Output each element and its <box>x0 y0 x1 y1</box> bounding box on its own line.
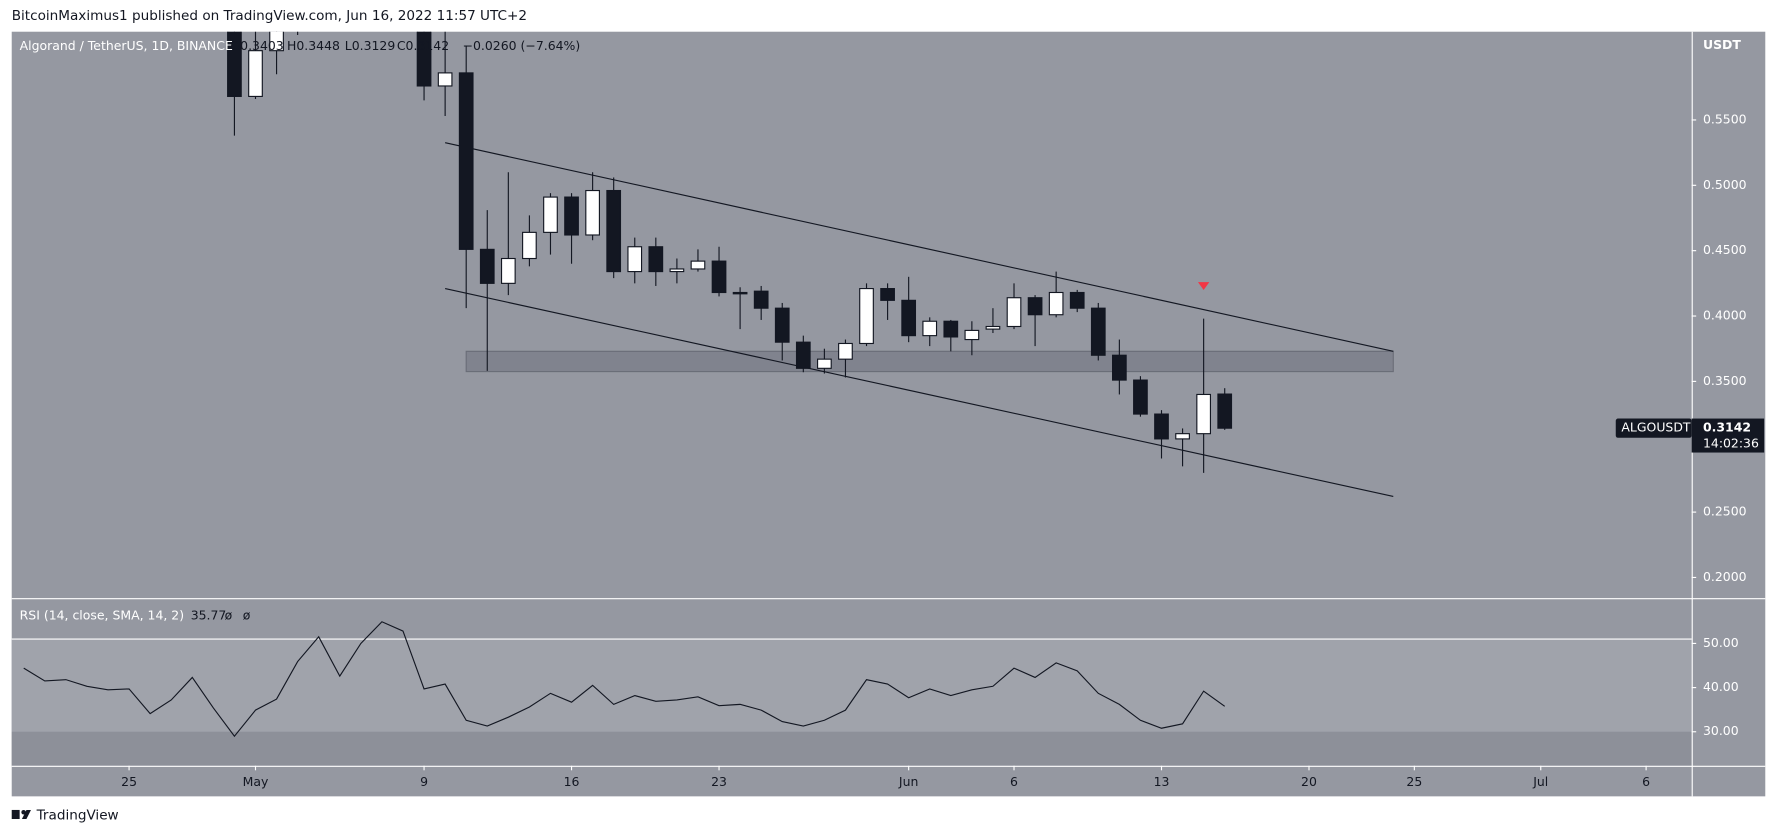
symbol-tag-label: ALGOUSDT <box>1621 420 1691 435</box>
candle-body <box>732 291 748 295</box>
x-tick-label: 6 <box>1642 774 1650 789</box>
brand: TradingView <box>11 808 119 824</box>
price-pane <box>227 31 1394 497</box>
candle-body <box>838 342 853 360</box>
ohlc-value: O0.3403 <box>230 38 283 53</box>
symbol-tag <box>1615 418 1692 438</box>
x-tick-label: Jun <box>898 774 918 789</box>
ohlc-value: L0.3129 <box>345 38 396 53</box>
candle-body <box>795 341 811 369</box>
publisher-line: BitcoinMaximus1 published on TradingView… <box>12 8 527 24</box>
trendline <box>445 288 1394 497</box>
candle-body <box>543 196 558 233</box>
x-tick-label: May <box>243 774 269 789</box>
candle-body <box>711 260 727 294</box>
candle-body <box>585 189 600 236</box>
signal-marker <box>1197 282 1210 291</box>
trendline <box>445 142 1394 352</box>
x-tick-label: 6 <box>1010 774 1018 789</box>
rsi-band <box>11 639 1692 732</box>
candle-body <box>1090 307 1106 356</box>
candle-body <box>753 290 769 309</box>
candle-body <box>437 72 453 87</box>
candle-body <box>1069 291 1085 309</box>
x-tick-label: 13 <box>1154 774 1170 789</box>
x-tick-label: Jul <box>1532 774 1548 789</box>
candle-body <box>479 248 495 284</box>
candle-body <box>901 299 917 337</box>
candle-body <box>880 288 895 301</box>
price-tag-countdown: 14:02:36 <box>1703 436 1759 451</box>
candle-body <box>1133 379 1148 415</box>
candle-body <box>1154 413 1169 440</box>
rsi-extra: ø <box>225 608 233 623</box>
x-tick-label: 23 <box>711 774 727 789</box>
candle-body <box>248 50 263 97</box>
candle-body <box>964 329 980 341</box>
y-tick-label: 50.00 <box>1703 635 1739 650</box>
x-tick-label: 25 <box>121 774 137 789</box>
rsi-extra: ø <box>243 608 251 623</box>
rsi-pane <box>23 621 1226 738</box>
y-tick-label: 0.4000 <box>1703 308 1747 323</box>
candle-body <box>943 320 959 338</box>
axis-unit: USDT <box>1703 37 1741 52</box>
price-tag <box>1691 418 1765 453</box>
candle-body <box>227 31 242 97</box>
ohlc-value: C0.3142 <box>397 38 449 53</box>
candle-body <box>606 189 622 273</box>
y-tick-label: 40.00 <box>1703 679 1739 694</box>
candle-body <box>269 31 284 52</box>
candle-body <box>859 288 874 345</box>
support-zone <box>465 350 1394 373</box>
logo <box>21 809 31 820</box>
ohlc-value: −0.0260 (−7.64%) <box>463 38 581 53</box>
y-tick-label: 0.3500 <box>1703 373 1747 388</box>
brand-text: TradingView <box>36 808 119 824</box>
candle-body <box>1196 393 1212 435</box>
rsi-value: 35.77 <box>191 608 227 623</box>
rsi-title: RSI (14, close, SMA, 14, 2) <box>20 608 184 623</box>
price-tag-value: 0.3142 <box>1703 420 1751 435</box>
candle-body <box>774 307 790 343</box>
y-tick-label: 0.2500 <box>1703 504 1747 519</box>
candle-body <box>500 257 516 284</box>
candle-body <box>922 320 938 337</box>
candle-body <box>1217 393 1233 429</box>
candle-body <box>1175 433 1190 440</box>
y-tick-label: 0.4500 <box>1703 242 1747 257</box>
candle-body <box>985 325 1001 330</box>
candle-body <box>627 246 643 273</box>
y-tick-label: 0.2000 <box>1703 569 1747 584</box>
candle-body <box>669 268 685 273</box>
candle-body <box>690 260 706 270</box>
rsi-oversold-area <box>11 731 1692 766</box>
y-tick-label: 0.5500 <box>1703 111 1747 126</box>
x-tick-label: 20 <box>1301 774 1317 789</box>
x-tick-label: 25 <box>1406 774 1422 789</box>
logo <box>11 809 20 820</box>
candle-body <box>458 72 474 250</box>
candle-body <box>1006 297 1022 328</box>
x-tick-label: 9 <box>420 774 428 789</box>
candle-body <box>817 358 832 369</box>
candle-body <box>564 196 579 236</box>
chart-title: Algorand / TetherUS, 1D, BINANCE <box>20 38 233 53</box>
candle-body <box>416 31 432 87</box>
rsi-line <box>23 621 1226 738</box>
y-tick-label: 30.00 <box>1703 723 1739 738</box>
ohlc-value: H0.3448 <box>287 38 340 53</box>
x-tick-label: 16 <box>564 774 580 789</box>
candle-body <box>522 231 537 260</box>
candle-body <box>1027 297 1043 316</box>
candle-body <box>1048 291 1064 316</box>
candle-body <box>648 246 664 273</box>
y-tick-label: 0.5000 <box>1703 177 1747 192</box>
candle-body <box>1111 354 1127 381</box>
